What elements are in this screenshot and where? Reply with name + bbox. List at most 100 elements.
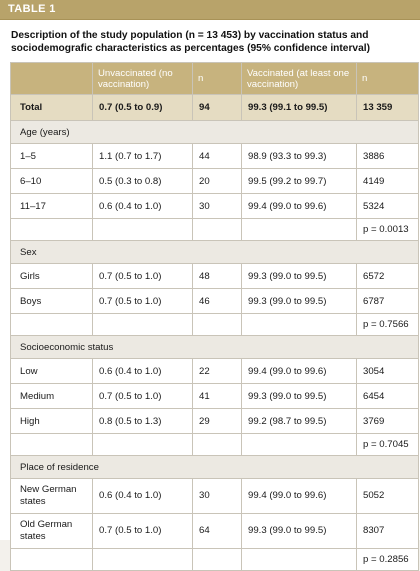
section-title: Socioeconomic status [10,335,419,359]
header-row: Unvaccinated (no vaccination) n Vaccinat… [10,62,419,95]
row-n-vaccinated: 3886 [356,143,419,169]
table-row: 11–17 0.6 (0.4 to 1.0) 30 99.4 (99.0 to 99.… [10,193,419,219]
table-row: 6–10 0.5 (0.3 to 0.8) 20 99.5 (99.2 to 99.7… [10,168,419,194]
row-n-vaccinated: 3054 [356,358,419,384]
table-caption: Description of the study population (n =… [11,30,370,54]
row-vaccinated: 99.4 (99.0 to 99.6) [241,478,357,514]
row-vaccinated: 99.3 (99.0 to 99.5) [241,263,357,289]
row-n-vaccinated: 5052 [356,478,419,514]
row-unvaccinated: 0.6 (0.4 to 1.0) [92,358,193,384]
table-row: High 0.8 (0.5 to 1.3) 29 99.2 (98.7 to 99.5… [10,408,419,434]
row-vaccinated: 99.3 (99.0 to 99.5) [241,513,357,549]
row-vaccinated: 99.4 (99.0 to 99.6) [241,358,357,384]
table-row: Low 0.6 (0.4 to 1.0) 22 99.4 (99.0 to 99.6)… [10,358,419,384]
row-label: New German states [10,478,93,514]
row-vaccinated: 99.2 (98.7 to 99.5) [241,408,357,434]
header-unvaccinated: Unvaccinated (no vaccination) [92,62,193,95]
row-label: Boys [10,288,93,314]
row-unvaccinated: 0.7 (0.5 to 1.0) [92,263,193,289]
section-row: Place of residence [10,455,419,479]
study-population-table: Unvaccinated (no vaccination) n Vaccinat… [10,62,419,571]
row-n-unvaccinated: 30 [192,193,242,219]
row-vaccinated: 99.3 (99.0 to 99.5) [241,383,357,409]
header-blank [10,62,93,95]
total-row: Total 0.7 (0.5 to 0.9) 94 99.3 (99.1 to … [10,94,419,121]
row-n-vaccinated: 8307 [356,513,419,549]
row-unvaccinated: 0.7 (0.5 to 1.0) [92,288,193,314]
row-label: Medium [10,383,93,409]
p-value-row: p = 0.7045 [10,433,419,456]
row-vaccinated: 99.4 (99.0 to 99.6) [241,193,357,219]
empty-cell [192,548,242,571]
table-tab: TABLE 1 [0,0,420,20]
p-value-row: p = 0.7566 [10,313,419,336]
section-row: Age (years) [10,120,419,144]
table-row: Medium 0.7 (0.5 to 1.0) 41 99.3 (99.0 to 99… [10,383,419,409]
section-title: Place of residence [10,455,419,479]
row-n-vaccinated: 3769 [356,408,419,434]
empty-cell [92,218,193,241]
row-n-vaccinated: 4149 [356,168,419,194]
row-label: 6–10 [10,168,93,194]
p-value-row: p = 0.0013 [10,218,419,241]
empty-cell [10,313,93,336]
empty-cell [92,548,193,571]
table-tab-label: TABLE 1 [8,3,56,15]
row-label: High [10,408,93,434]
table-row: New German states 0.6 (0.4 to 1.0) 30 99.4 … [10,478,419,514]
row-n-unvaccinated: 22 [192,358,242,384]
p-value: p = 0.7566 [356,313,419,336]
row-n-vaccinated: 6454 [356,383,419,409]
header-n-unvaccinated: n [192,62,242,95]
table-row: Boys 0.7 (0.5 to 1.0) 46 99.3 (99.0 to 99.5… [10,288,419,314]
row-vaccinated: 98.9 (93.3 to 99.3) [241,143,357,169]
empty-cell [241,433,357,456]
row-unvaccinated: 0.7 (0.5 to 1.0) [92,513,193,549]
row-n-unvaccinated: 64 [192,513,242,549]
row-vaccinated: 99.5 (99.2 to 99.7) [241,168,357,194]
empty-cell [241,548,357,571]
empty-cell [192,313,242,336]
row-n-vaccinated: 6787 [356,288,419,314]
section-row: Sex [10,240,419,264]
row-label: Low [10,358,93,384]
empty-cell [192,218,242,241]
empty-cell [241,218,357,241]
empty-cell [92,433,193,456]
row-unvaccinated: 0.7 (0.5 to 1.0) [92,383,193,409]
total-n-vaccinated: 13 359 [356,94,419,121]
empty-cell [92,313,193,336]
header-n-vaccinated: n [356,62,419,95]
row-unvaccinated: 0.8 (0.5 to 1.3) [92,408,193,434]
row-label: Girls [10,263,93,289]
row-n-vaccinated: 5324 [356,193,419,219]
section-title: Age (years) [10,120,419,144]
empty-cell [10,218,93,241]
empty-cell [10,433,93,456]
row-n-vaccinated: 6572 [356,263,419,289]
total-vaccinated: 99.3 (99.1 to 99.5) [241,94,357,121]
table-row: 1–5 1.1 (0.7 to 1.7) 44 98.9 (93.3 to 99.3)… [10,143,419,169]
table-row: Old German states 0.7 (0.5 to 1.0) 64 99.3 … [10,513,419,549]
row-label: Old German states [10,513,93,549]
row-unvaccinated: 0.6 (0.4 to 1.0) [92,478,193,514]
row-n-unvaccinated: 46 [192,288,242,314]
row-label: 11–17 [10,193,93,219]
section-row: Socioeconomic status [10,335,419,359]
row-n-unvaccinated: 29 [192,408,242,434]
row-label: 1–5 [10,143,93,169]
p-value: p = 0.2856 [356,548,419,571]
p-value: p = 0.7045 [356,433,419,456]
row-vaccinated: 99.3 (99.0 to 99.5) [241,288,357,314]
row-unvaccinated: 0.5 (0.3 to 0.8) [92,168,193,194]
row-n-unvaccinated: 44 [192,143,242,169]
row-n-unvaccinated: 41 [192,383,242,409]
row-n-unvaccinated: 48 [192,263,242,289]
total-label: Total [10,94,93,121]
table-row: Girls 0.7 (0.5 to 1.0) 48 99.3 (99.0 to 99.… [10,263,419,289]
empty-cell [192,433,242,456]
row-unvaccinated: 0.6 (0.4 to 1.0) [92,193,193,219]
total-unvaccinated: 0.7 (0.5 to 0.9) [92,94,193,121]
row-unvaccinated: 1.1 (0.7 to 1.7) [92,143,193,169]
